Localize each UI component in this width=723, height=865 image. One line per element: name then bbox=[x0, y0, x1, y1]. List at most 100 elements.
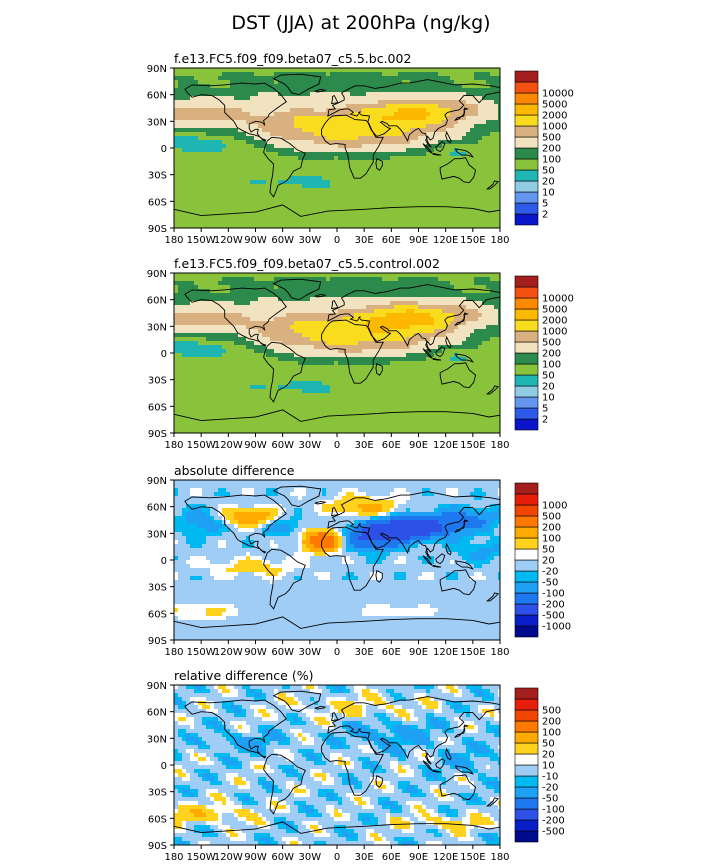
lon-tick-label: 0 bbox=[334, 235, 340, 246]
colorbar-label: -20 bbox=[542, 783, 558, 794]
field-shading bbox=[174, 685, 500, 845]
colorbar-swatch bbox=[514, 731, 539, 744]
colorbar-label: 5000 bbox=[542, 100, 567, 111]
colorbar-swatch bbox=[514, 92, 539, 105]
lon-tick-label: 90W bbox=[244, 235, 267, 246]
colorbar-label: 5000 bbox=[542, 305, 567, 316]
colorbar-swatch bbox=[514, 581, 539, 594]
lat-tick-label: 0 bbox=[161, 349, 167, 360]
lon-tick-label: 150E bbox=[460, 440, 485, 451]
colorbar-label: -200 bbox=[542, 816, 565, 827]
colorbar-label: 100 bbox=[542, 360, 561, 371]
colorbar-swatch bbox=[514, 603, 539, 616]
colorbar-swatch bbox=[514, 352, 539, 365]
colorbar-swatch bbox=[514, 808, 539, 821]
colorbar-swatch bbox=[514, 147, 539, 160]
lon-tick-label: 150W bbox=[187, 235, 216, 246]
colorbar-label: 2000 bbox=[542, 316, 567, 327]
colorbar-label: -50 bbox=[542, 794, 558, 805]
lat-tick-label: 60S bbox=[148, 814, 167, 825]
lat-tick-label: 60N bbox=[147, 503, 167, 514]
colorbar-swatch bbox=[514, 180, 539, 193]
lon-tick-label: 60E bbox=[382, 647, 401, 658]
colorbar-label: 200 bbox=[542, 523, 561, 534]
lat-tick-label: 90N bbox=[147, 681, 167, 692]
colorbar-label: 200 bbox=[542, 349, 561, 360]
colorbar-swatch bbox=[514, 363, 539, 376]
lat-tick-label: 30N bbox=[147, 529, 167, 540]
colorbar-label: 10000 bbox=[542, 89, 574, 100]
colorbar-swatch bbox=[514, 786, 539, 799]
lon-tick-label: 150W bbox=[187, 852, 216, 863]
lon-tick-label: 180 bbox=[490, 647, 509, 658]
lon-tick-label: 120W bbox=[214, 235, 243, 246]
colorbar-label: 100 bbox=[542, 728, 561, 739]
lat-tick-label: 90S bbox=[148, 636, 167, 647]
lon-tick-label: 30W bbox=[299, 235, 322, 246]
lat-tick-label: 90N bbox=[147, 269, 167, 280]
colorbar-label: 50 bbox=[542, 166, 555, 177]
colorbar-label: 2 bbox=[542, 415, 548, 426]
lon-tick-label: 60W bbox=[271, 440, 294, 451]
colorbar-label: -500 bbox=[542, 827, 565, 838]
colorbar-swatch bbox=[514, 526, 539, 539]
lat-tick-label: 90S bbox=[148, 429, 167, 440]
colorbar-swatch bbox=[514, 687, 539, 700]
panel-subtitle: relative difference (%) bbox=[174, 668, 313, 683]
colorbar-swatch bbox=[514, 202, 539, 215]
lon-tick-label: 30W bbox=[299, 647, 322, 658]
lon-tick-label: 180 bbox=[164, 852, 183, 863]
colorbar-label: 500 bbox=[542, 338, 561, 349]
lon-tick-label: 0 bbox=[334, 647, 340, 658]
colorbar-swatch bbox=[514, 213, 539, 226]
colorbar-swatch bbox=[514, 169, 539, 182]
colorbar-swatch bbox=[514, 764, 539, 777]
colorbar-label: 10000 bbox=[542, 294, 574, 305]
colorbar-swatch bbox=[514, 396, 539, 409]
lat-tick-label: 0 bbox=[161, 556, 167, 567]
lon-tick-label: 90W bbox=[244, 440, 267, 451]
lon-tick-label: 150E bbox=[460, 647, 485, 658]
colorbar-swatch bbox=[514, 709, 539, 722]
lon-tick-label: 90W bbox=[244, 852, 267, 863]
lon-tick-label: 30E bbox=[355, 852, 374, 863]
colorbar-label: 1000 bbox=[542, 327, 567, 338]
colorbar-label: 20 bbox=[542, 382, 555, 393]
colorbar-label: 5 bbox=[542, 404, 548, 415]
lon-tick-label: 90E bbox=[409, 852, 428, 863]
colorbar-swatch bbox=[514, 698, 539, 711]
lon-tick-label: 150E bbox=[460, 235, 485, 246]
colorbar-swatch bbox=[514, 125, 539, 138]
map-panel-control: f.e13.FC5.f09_f09.beta07_c5.5.control.00… bbox=[147, 256, 574, 451]
lon-tick-label: 90E bbox=[409, 235, 428, 246]
colorbar-label: 500 bbox=[542, 133, 561, 144]
lon-tick-label: 60E bbox=[382, 440, 401, 451]
colorbar-swatch bbox=[514, 592, 539, 605]
lon-tick-label: 90E bbox=[409, 440, 428, 451]
colorbar-label: 200 bbox=[542, 717, 561, 728]
lon-tick-label: 180 bbox=[490, 440, 509, 451]
colorbar-label: 100 bbox=[542, 155, 561, 166]
lat-tick-label: 30S bbox=[148, 788, 167, 799]
colorbar-label: 50 bbox=[542, 371, 555, 382]
lon-tick-label: 30W bbox=[299, 852, 322, 863]
lon-tick-label: 30E bbox=[355, 647, 374, 658]
colorbar-label: -50 bbox=[542, 578, 558, 589]
colorbar-label: 1000 bbox=[542, 501, 567, 512]
colorbar-swatch bbox=[514, 158, 539, 171]
lon-tick-label: 120W bbox=[214, 440, 243, 451]
colorbar-swatch bbox=[514, 70, 539, 83]
lon-tick-label: 120E bbox=[433, 647, 458, 658]
lon-tick-label: 120E bbox=[433, 235, 458, 246]
colorbar-swatch bbox=[514, 614, 539, 627]
lon-tick-label: 180 bbox=[164, 440, 183, 451]
lat-tick-label: 90S bbox=[148, 224, 167, 235]
colorbar-label: 20 bbox=[542, 177, 555, 188]
lon-tick-label: 30E bbox=[355, 235, 374, 246]
coastlines bbox=[174, 278, 500, 433]
colorbar-label: 2000 bbox=[542, 111, 567, 122]
